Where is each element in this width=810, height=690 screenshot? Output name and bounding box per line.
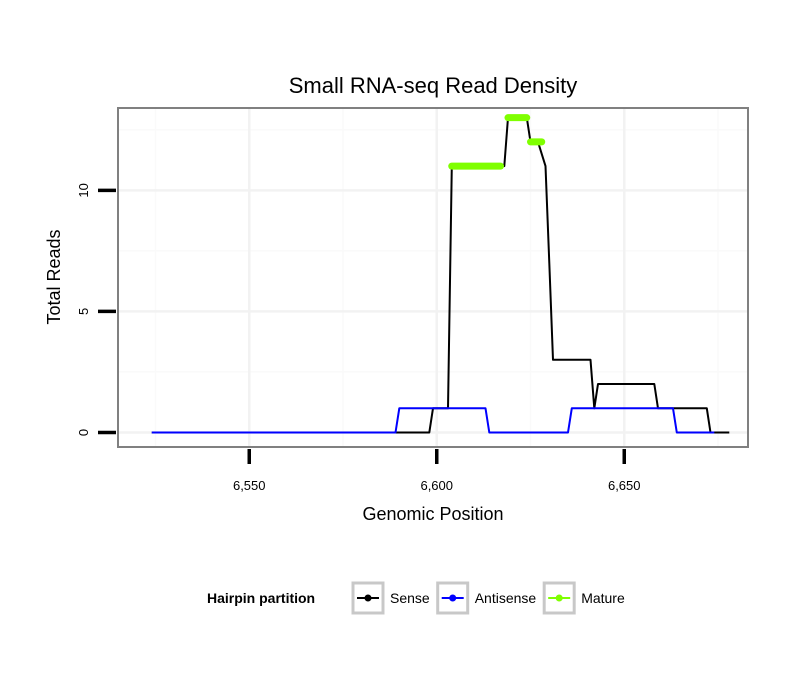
panel-border — [117, 107, 749, 448]
antisense-series-line — [151, 407, 715, 434]
legend-label-antisense: Antisense — [475, 590, 537, 606]
legend-key-point-sense — [364, 594, 372, 602]
y-axis-title: Total Reads — [44, 229, 64, 324]
chart-title: Small RNA-seq Read Density — [289, 73, 578, 98]
x-tick-label: 6,550 — [233, 478, 266, 493]
legend-key-point-antisense — [449, 594, 457, 602]
legend-title: Hairpin partition — [207, 590, 315, 606]
x-tick-label: 6,600 — [420, 478, 453, 493]
legend-items: Sense Antisense Mature — [351, 581, 625, 615]
y-tick-label: 0 — [76, 429, 91, 436]
plot-panel — [117, 107, 749, 448]
x-tick-label: 6,650 — [608, 478, 641, 493]
legend-label-mature: Mature — [581, 590, 625, 606]
sense-series-line — [151, 116, 730, 434]
x-axis: 6,550 6,600 6,650 — [233, 449, 641, 493]
x-axis-title: Genomic Position — [362, 504, 503, 524]
y-axis: 0 5 10 — [76, 183, 116, 436]
y-tick-label: 5 — [76, 308, 91, 315]
series-layer — [151, 114, 730, 434]
panel-background — [118, 108, 748, 447]
legend-key-point-mature — [555, 594, 563, 602]
legend-label-sense: Sense — [390, 590, 430, 606]
legend: Hairpin partition Sense Antisense Mature — [207, 581, 625, 615]
y-tick-label: 10 — [76, 183, 91, 197]
